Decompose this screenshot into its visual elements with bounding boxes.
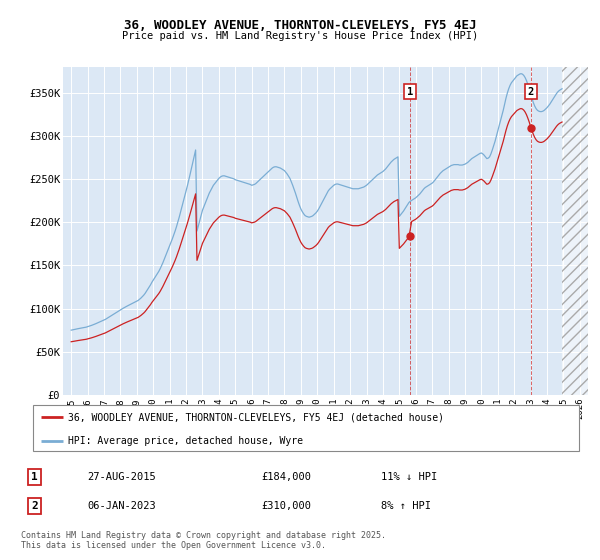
Text: Price paid vs. HM Land Registry's House Price Index (HPI): Price paid vs. HM Land Registry's House … [122, 31, 478, 41]
Text: 27-AUG-2015: 27-AUG-2015 [87, 472, 156, 482]
Text: 11% ↓ HPI: 11% ↓ HPI [381, 472, 437, 482]
Text: 1: 1 [407, 87, 413, 97]
Text: £184,000: £184,000 [261, 472, 311, 482]
Text: £310,000: £310,000 [261, 501, 311, 511]
Text: 36, WOODLEY AVENUE, THORNTON-CLEVELEYS, FY5 4EJ (detached house): 36, WOODLEY AVENUE, THORNTON-CLEVELEYS, … [68, 412, 445, 422]
Text: 8% ↑ HPI: 8% ↑ HPI [381, 501, 431, 511]
Text: 06-JAN-2023: 06-JAN-2023 [87, 501, 156, 511]
Text: 1: 1 [31, 472, 38, 482]
Bar [410, 67, 588, 395]
Bar [562, 67, 588, 395]
Text: HPI: Average price, detached house, Wyre: HPI: Average price, detached house, Wyre [68, 436, 304, 446]
Text: Contains HM Land Registry data © Crown copyright and database right 2025.
This d: Contains HM Land Registry data © Crown c… [21, 530, 386, 550]
Text: 2: 2 [31, 501, 38, 511]
Text: 36, WOODLEY AVENUE, THORNTON-CLEVELEYS, FY5 4EJ: 36, WOODLEY AVENUE, THORNTON-CLEVELEYS, … [124, 19, 476, 32]
FancyBboxPatch shape [33, 405, 579, 451]
Bar [562, 67, 588, 395]
Text: 2: 2 [528, 87, 534, 97]
